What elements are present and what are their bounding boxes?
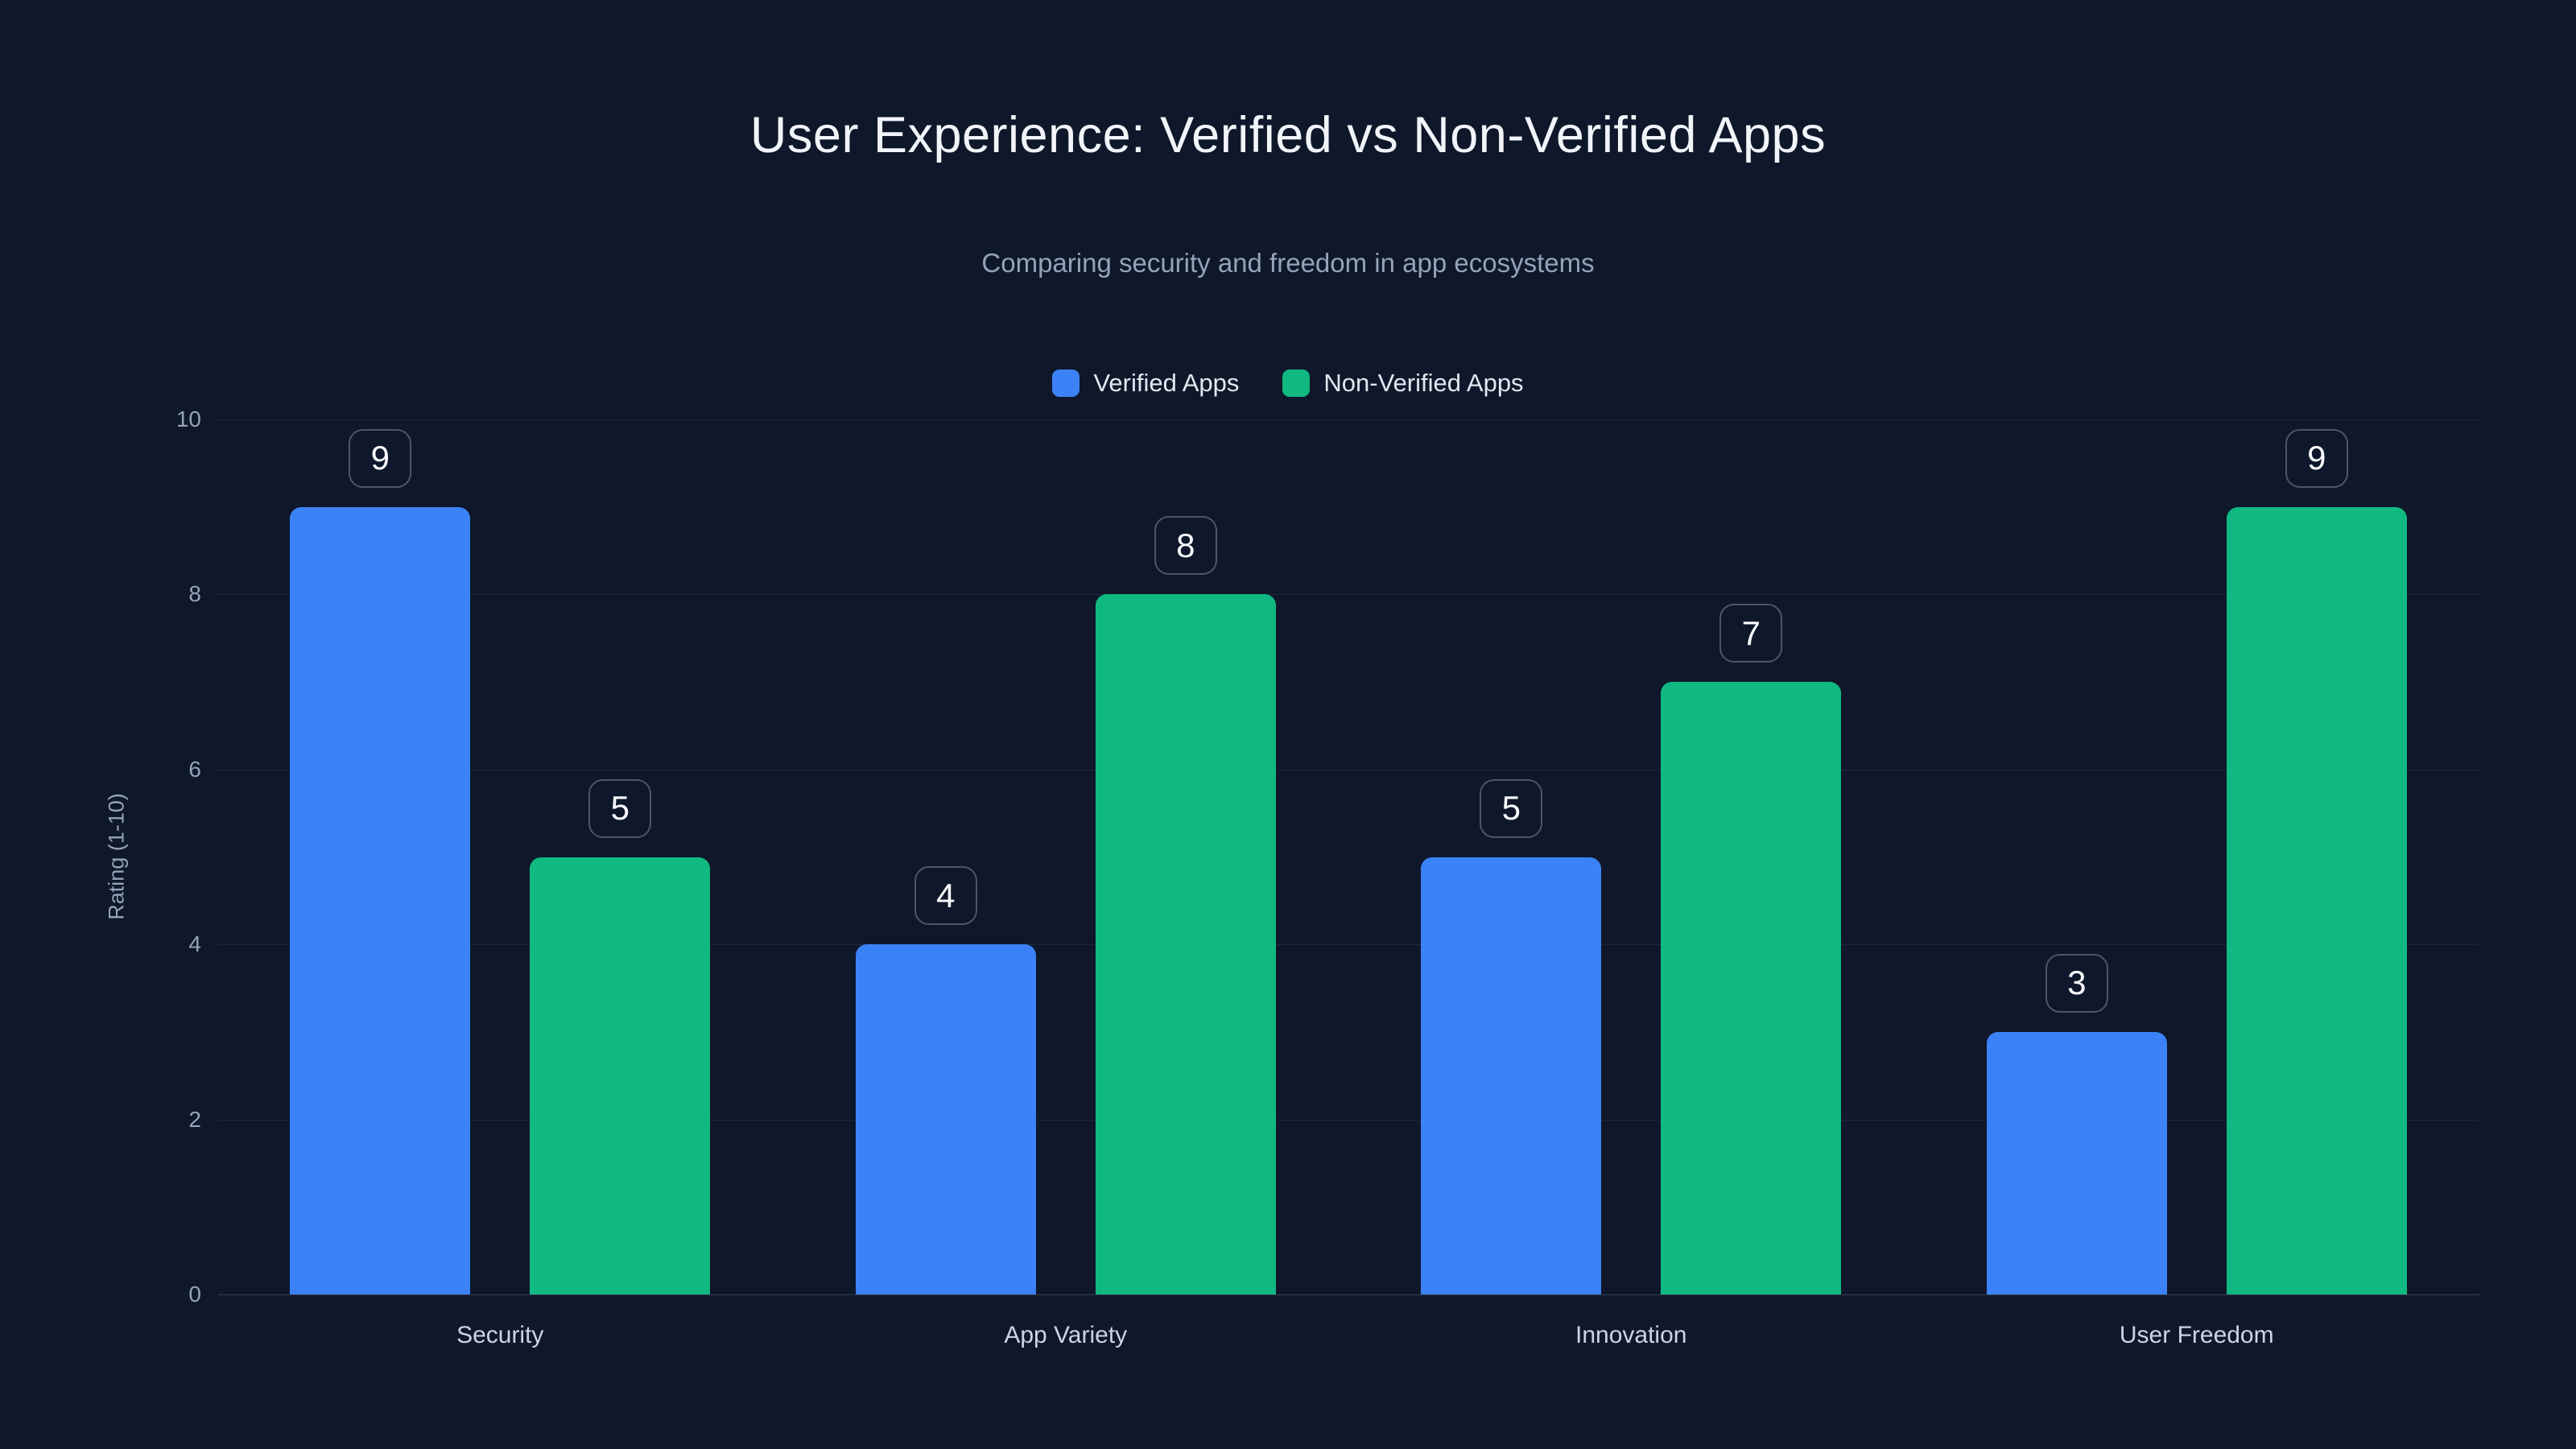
y-axis-tick-label: 0: [188, 1282, 201, 1307]
x-axis-category-label-innovation: Innovation: [1575, 1322, 1687, 1348]
legend-item-non-verified-apps[interactable]: Non-Verified Apps: [1282, 369, 1524, 398]
x-axis-category-label-user-freedom: User Freedom: [2119, 1322, 2274, 1348]
bar-verified-apps-innovation: 5: [1421, 778, 1602, 1294]
bar-non-verified-apps-security: 5: [530, 778, 711, 1294]
legend: Verified Apps Non-Verified Apps: [0, 369, 2576, 398]
legend-item-verified-apps[interactable]: Verified Apps: [1052, 369, 1239, 398]
bar-verified-apps-security: 9: [290, 428, 471, 1294]
value-label-badge: 9: [2285, 428, 2348, 488]
gridline: [217, 944, 2479, 946]
y-axis-tick-label: 2: [188, 1106, 201, 1132]
value-label-badge: 4: [914, 866, 977, 926]
x-axis-category-label-app-variety: App Variety: [1004, 1322, 1128, 1348]
value-label-badge: 3: [2045, 953, 2108, 1013]
y-axis-tick-label: 4: [188, 931, 201, 957]
x-axis-category-labels: Security App Variety Innovation User Freedo…: [217, 1322, 2479, 1349]
legend-swatch-icon: [1282, 369, 1311, 397]
value-label-badge: 9: [349, 428, 412, 488]
value-label-badge: 7: [1719, 604, 1783, 663]
y-axis-tick-label: 8: [188, 581, 201, 607]
gridline: [217, 1119, 2479, 1121]
value-label-badge: 5: [588, 778, 652, 838]
y-axis-tick-label: 6: [188, 756, 201, 782]
gridline: [217, 594, 2479, 596]
chart-title: User Experience: Verified vs Non-Verifie…: [749, 107, 1827, 163]
bar-non-verified-apps-user-freedom: 9: [2226, 428, 2407, 1294]
bar-verified-apps-user-freedom: 3: [1986, 953, 2167, 1294]
gridline: [217, 419, 2479, 420]
value-label-badge: 8: [1154, 516, 1217, 576]
legend-label: Verified Apps: [1093, 369, 1240, 397]
x-axis-category-label-security: Security: [456, 1322, 544, 1348]
y-axis-title: Rating (1-10): [104, 793, 129, 920]
bar-verified-apps-app-variety: 4: [855, 866, 1036, 1294]
value-label-badge: 5: [1480, 778, 1543, 838]
chart-subtitle: Comparing security and freedom in app ec…: [981, 248, 1595, 278]
x-axis-baseline: [217, 1294, 2479, 1295]
legend-swatch-icon: [1052, 369, 1080, 397]
y-axis-tick-label: 10: [175, 407, 201, 431]
bar-non-verified-apps-app-variety: 8: [1095, 516, 1276, 1294]
bar-non-verified-apps-innovation: 7: [1661, 604, 1842, 1294]
legend-label: Non-Verified Apps: [1323, 369, 1524, 397]
